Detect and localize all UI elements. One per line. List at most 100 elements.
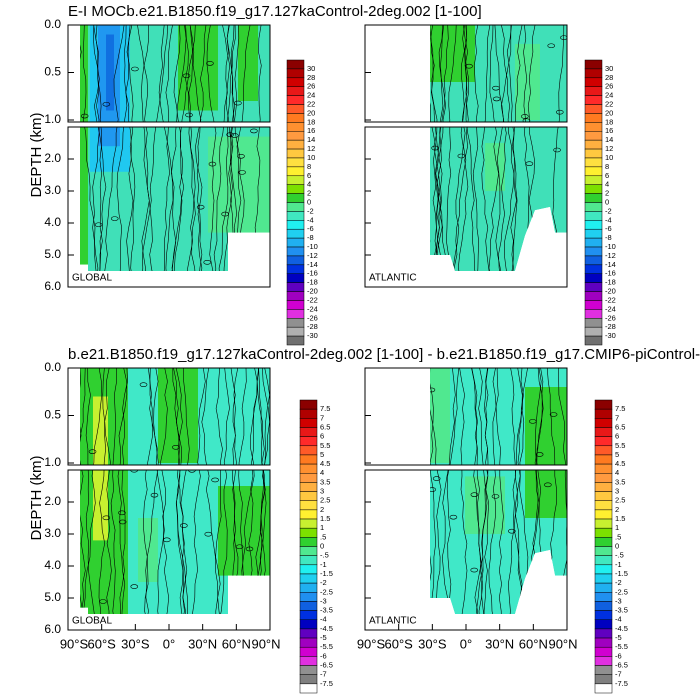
contour-line bbox=[80, 368, 86, 614]
colorbar-label: -2.5 bbox=[615, 587, 628, 596]
colorbar-box bbox=[584, 139, 603, 150]
contour-line bbox=[92, 25, 100, 271]
colorbar-label: -22 bbox=[605, 295, 616, 304]
contour-line bbox=[430, 25, 441, 271]
contour-line bbox=[474, 368, 488, 614]
contour-line bbox=[85, 368, 98, 614]
contour-ring bbox=[430, 487, 436, 492]
colorbar-box bbox=[584, 86, 603, 96]
colorbar-box bbox=[594, 537, 613, 547]
panel-gap bbox=[364, 465, 568, 470]
contour-line bbox=[391, 368, 402, 638]
contour-line bbox=[430, 25, 432, 271]
x-tick-label: 30°S bbox=[418, 636, 447, 651]
colorbar-label: 18 bbox=[307, 117, 315, 126]
colorbar-box bbox=[299, 564, 318, 575]
colorbar-box bbox=[584, 104, 603, 114]
contour-line bbox=[153, 368, 170, 614]
colorbar-label: -14 bbox=[307, 260, 318, 269]
colorbar-box bbox=[286, 228, 305, 239]
colorbar-label: 2.5 bbox=[320, 496, 330, 505]
contour-ring bbox=[521, 114, 529, 119]
contour-field bbox=[379, 25, 567, 271]
colorbar-box bbox=[299, 454, 318, 465]
colorbar-box bbox=[594, 427, 613, 437]
panel-label: GLOBAL bbox=[72, 273, 112, 284]
colorbar-label: -4 bbox=[320, 615, 327, 624]
colorbar-label: -6 bbox=[320, 651, 327, 660]
colorbar-label: 1.5 bbox=[320, 514, 330, 523]
colorbar-box bbox=[594, 463, 613, 474]
field-patch bbox=[178, 25, 218, 111]
contour-ring bbox=[221, 211, 229, 217]
colorbar-label: -1.5 bbox=[320, 569, 333, 578]
contour-ring bbox=[172, 444, 180, 450]
colorbar-box bbox=[299, 436, 318, 447]
contour-line bbox=[434, 25, 449, 271]
colorbar-box bbox=[286, 309, 305, 319]
contour-line bbox=[430, 25, 447, 271]
colorbar-box bbox=[594, 665, 613, 675]
x-tick-label: 60°S bbox=[87, 636, 116, 651]
colorbar-label: 6.5 bbox=[615, 422, 625, 431]
contour-line bbox=[158, 25, 174, 271]
x-tick-label: 0° bbox=[163, 636, 175, 651]
contour-ring bbox=[544, 482, 552, 488]
colorbar-box bbox=[594, 555, 613, 566]
colorbar-label: -1 bbox=[615, 560, 622, 569]
colorbar-label: 5.5 bbox=[615, 441, 625, 450]
colorbar-box bbox=[299, 656, 318, 666]
colorbar-box bbox=[299, 399, 318, 410]
colorbar-box bbox=[286, 59, 305, 70]
colorbar-label: 0 bbox=[307, 197, 311, 206]
colorbar-box bbox=[286, 148, 305, 159]
colorbar-label: 2 bbox=[605, 189, 609, 198]
contour-ring bbox=[88, 449, 97, 454]
x-tick-label: 30°N bbox=[485, 636, 514, 651]
x-tick-label: 60°N bbox=[519, 636, 548, 651]
colorbar-label: 10 bbox=[307, 153, 315, 162]
contour-line bbox=[446, 368, 460, 614]
colorbar-box bbox=[286, 122, 305, 132]
contour-ring bbox=[555, 109, 564, 115]
colorbar-box bbox=[286, 157, 305, 168]
colorbar-label: -5.5 bbox=[320, 642, 333, 651]
colorbar-label: 0 bbox=[605, 197, 609, 206]
field-patch bbox=[430, 25, 475, 82]
colorbar-box bbox=[594, 674, 613, 685]
colorbar-box bbox=[299, 601, 318, 611]
panel-upper bbox=[67, 24, 271, 123]
contour-line bbox=[189, 25, 203, 271]
colorbar-label: 20 bbox=[605, 108, 613, 117]
colorbar-label: -.5 bbox=[615, 551, 624, 560]
colorbar-label: 26 bbox=[307, 82, 315, 91]
panel-label: GLOBAL bbox=[72, 616, 112, 627]
colorbar-label: 6 bbox=[307, 171, 311, 180]
colorbar-label: -26 bbox=[307, 313, 318, 322]
contour-ring bbox=[470, 567, 479, 573]
contour-line bbox=[391, 368, 398, 638]
contour-ring bbox=[379, 210, 386, 214]
contour-line bbox=[488, 368, 499, 614]
panel-upper bbox=[364, 24, 568, 123]
colorbar-box bbox=[286, 193, 305, 203]
colorbar-box bbox=[286, 318, 305, 328]
contour-ring bbox=[465, 63, 473, 69]
colorbar-label: -5 bbox=[615, 633, 622, 642]
colorbar-label: -7.5 bbox=[615, 679, 628, 688]
colorbar-box bbox=[594, 509, 613, 520]
contour-ring bbox=[411, 449, 418, 453]
colorbar-box bbox=[286, 211, 305, 221]
contour-line bbox=[116, 25, 128, 271]
contour-line bbox=[213, 25, 230, 271]
contour-ring bbox=[431, 145, 439, 151]
field-patch bbox=[238, 25, 258, 101]
panel-lower bbox=[67, 126, 271, 288]
colorbar-label: 16 bbox=[605, 126, 613, 135]
contour-ring bbox=[427, 617, 434, 621]
contour-line bbox=[440, 368, 456, 614]
colorbar-label: 8 bbox=[307, 162, 311, 171]
colorbar-label: 4.5 bbox=[615, 459, 625, 468]
colorbar-box bbox=[594, 491, 613, 501]
colorbar-box bbox=[584, 318, 603, 328]
